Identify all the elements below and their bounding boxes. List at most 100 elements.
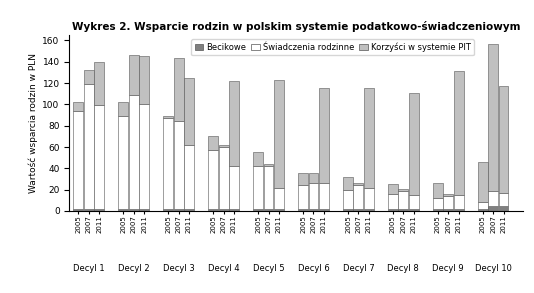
Bar: [343, 190, 353, 209]
Text: Decyl 1: Decyl 1: [73, 264, 105, 273]
Bar: [364, 209, 374, 211]
Bar: [129, 95, 139, 209]
Y-axis label: Wartość wsparcia rodzin w PLN: Wartość wsparcia rodzin w PLN: [29, 53, 38, 193]
Bar: [499, 193, 508, 206]
Text: Decyl 3: Decyl 3: [163, 264, 194, 273]
Bar: [478, 209, 488, 211]
Bar: [174, 209, 184, 211]
Bar: [433, 198, 443, 209]
Bar: [264, 166, 273, 209]
Bar: [264, 164, 273, 166]
Bar: [478, 162, 488, 202]
Bar: [218, 209, 229, 211]
Bar: [454, 71, 464, 195]
Bar: [409, 93, 419, 195]
Bar: [478, 202, 488, 209]
Bar: [309, 209, 318, 211]
Bar: [184, 78, 194, 145]
Bar: [274, 209, 284, 211]
Bar: [163, 116, 173, 118]
Bar: [264, 209, 273, 211]
Bar: [398, 209, 409, 211]
Bar: [139, 57, 149, 104]
Bar: [274, 80, 284, 188]
Bar: [174, 122, 184, 209]
Text: Decyl 5: Decyl 5: [253, 264, 284, 273]
Bar: [409, 209, 419, 211]
Bar: [74, 209, 83, 211]
Bar: [119, 116, 128, 209]
Bar: [388, 194, 398, 209]
Bar: [184, 209, 194, 211]
Bar: [298, 185, 308, 209]
Bar: [454, 209, 464, 211]
Bar: [409, 195, 419, 209]
Bar: [94, 209, 104, 211]
Bar: [319, 88, 329, 183]
Bar: [208, 136, 218, 150]
Bar: [139, 209, 149, 211]
Bar: [129, 55, 139, 95]
Bar: [119, 102, 128, 116]
Bar: [208, 209, 218, 211]
Bar: [119, 209, 128, 211]
Bar: [218, 145, 229, 147]
Text: Decyl 4: Decyl 4: [208, 264, 239, 273]
Bar: [343, 177, 353, 190]
Bar: [443, 194, 453, 196]
Bar: [433, 183, 443, 198]
Bar: [354, 185, 363, 209]
Bar: [184, 145, 194, 209]
Bar: [163, 118, 173, 209]
Bar: [74, 111, 83, 209]
Text: Decyl 9: Decyl 9: [433, 264, 464, 273]
Bar: [443, 209, 453, 211]
Bar: [253, 166, 263, 209]
Legend: Becikowe, Świadczenia rodzinne, Korzyści w systemie PIT: Becikowe, Świadczenia rodzinne, Korzyści…: [191, 39, 474, 55]
Bar: [309, 173, 318, 183]
Bar: [319, 209, 329, 211]
Bar: [229, 166, 239, 209]
Bar: [488, 206, 498, 211]
Bar: [499, 206, 508, 211]
Bar: [274, 188, 284, 209]
Bar: [229, 81, 239, 166]
Bar: [343, 209, 353, 211]
Bar: [139, 104, 149, 209]
Bar: [398, 191, 409, 209]
Text: Decyl 7: Decyl 7: [342, 264, 374, 273]
Bar: [364, 188, 374, 209]
Bar: [319, 183, 329, 209]
Bar: [388, 184, 398, 194]
Bar: [298, 173, 308, 185]
Title: Wykres 2. Wsparcie rodzin w polskim systemie podatkowo-świadczeniowym: Wykres 2. Wsparcie rodzin w polskim syst…: [72, 21, 521, 32]
Bar: [84, 209, 93, 211]
Bar: [208, 150, 218, 209]
Bar: [388, 209, 398, 211]
Bar: [84, 70, 93, 84]
Bar: [74, 102, 83, 111]
Bar: [174, 57, 184, 122]
Bar: [499, 86, 508, 193]
Bar: [163, 209, 173, 211]
Text: Decyl 8: Decyl 8: [388, 264, 419, 273]
Bar: [454, 195, 464, 209]
Bar: [218, 147, 229, 209]
Bar: [364, 88, 374, 188]
Text: Decyl 6: Decyl 6: [297, 264, 329, 273]
Bar: [298, 209, 308, 211]
Bar: [433, 209, 443, 211]
Text: Decyl 2: Decyl 2: [118, 264, 150, 273]
Bar: [94, 105, 104, 209]
Bar: [94, 62, 104, 105]
Bar: [488, 44, 498, 191]
Bar: [398, 189, 409, 191]
Bar: [229, 209, 239, 211]
Bar: [253, 152, 263, 166]
Text: Decyl 10: Decyl 10: [475, 264, 512, 273]
Bar: [253, 209, 263, 211]
Bar: [354, 209, 363, 211]
Bar: [488, 191, 498, 206]
Bar: [354, 183, 363, 185]
Bar: [309, 183, 318, 209]
